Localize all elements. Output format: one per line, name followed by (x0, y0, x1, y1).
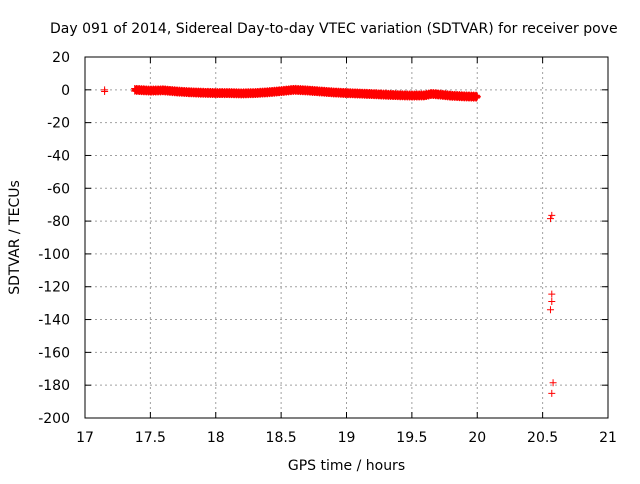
data-point-plus (548, 290, 556, 298)
y-axis-label: SDTVAR / TECUs (7, 180, 23, 295)
data-point-plus (549, 379, 557, 387)
y-tick-label: -200 (38, 411, 70, 427)
data-point-plus (546, 306, 554, 314)
x-tick-label: 21 (599, 430, 617, 446)
x-tick-label: 20.5 (527, 430, 558, 446)
data-point-plus (473, 93, 481, 101)
y-tick-label: -100 (38, 247, 70, 263)
y-tick-label: -60 (47, 181, 70, 197)
x-tick-label: 18.5 (266, 430, 297, 446)
x-tick-labels: 17 17.5 18 18.5 19 19.5 20 20.5 21 (76, 430, 617, 446)
chart-title: Day 091 of 2014, Sidereal Day-to-day VTE… (50, 21, 618, 37)
y-tick-label: -40 (47, 148, 70, 164)
y-tick-label: -120 (38, 280, 70, 296)
x-tick-label: 17 (76, 430, 94, 446)
y-tick-label: -160 (38, 345, 70, 361)
x-tick-label: 19.5 (396, 430, 427, 446)
data-point-plus (548, 211, 556, 219)
x-tick-label: 19 (338, 430, 356, 446)
data-point-plus (548, 297, 556, 305)
y-tick-label: -20 (47, 116, 70, 132)
y-tick-label: -180 (38, 378, 70, 394)
plot-frame (84, 56, 609, 419)
data-point-plus (101, 87, 109, 95)
y-tick-label: 0 (61, 83, 70, 99)
y-tick-label: -140 (38, 313, 70, 329)
y-tick-label: -80 (47, 214, 70, 230)
data-point-plus (548, 389, 556, 397)
y-tick-label: 20 (52, 50, 70, 66)
data-point-plus (546, 215, 554, 223)
x-tick-label: 17.5 (135, 430, 166, 446)
data-point-plus (473, 92, 481, 100)
x-axis-label: GPS time / hours (288, 458, 405, 474)
x-tick-label: 18 (207, 430, 225, 446)
x-tick-label: 20 (468, 430, 486, 446)
data-points (101, 84, 557, 397)
